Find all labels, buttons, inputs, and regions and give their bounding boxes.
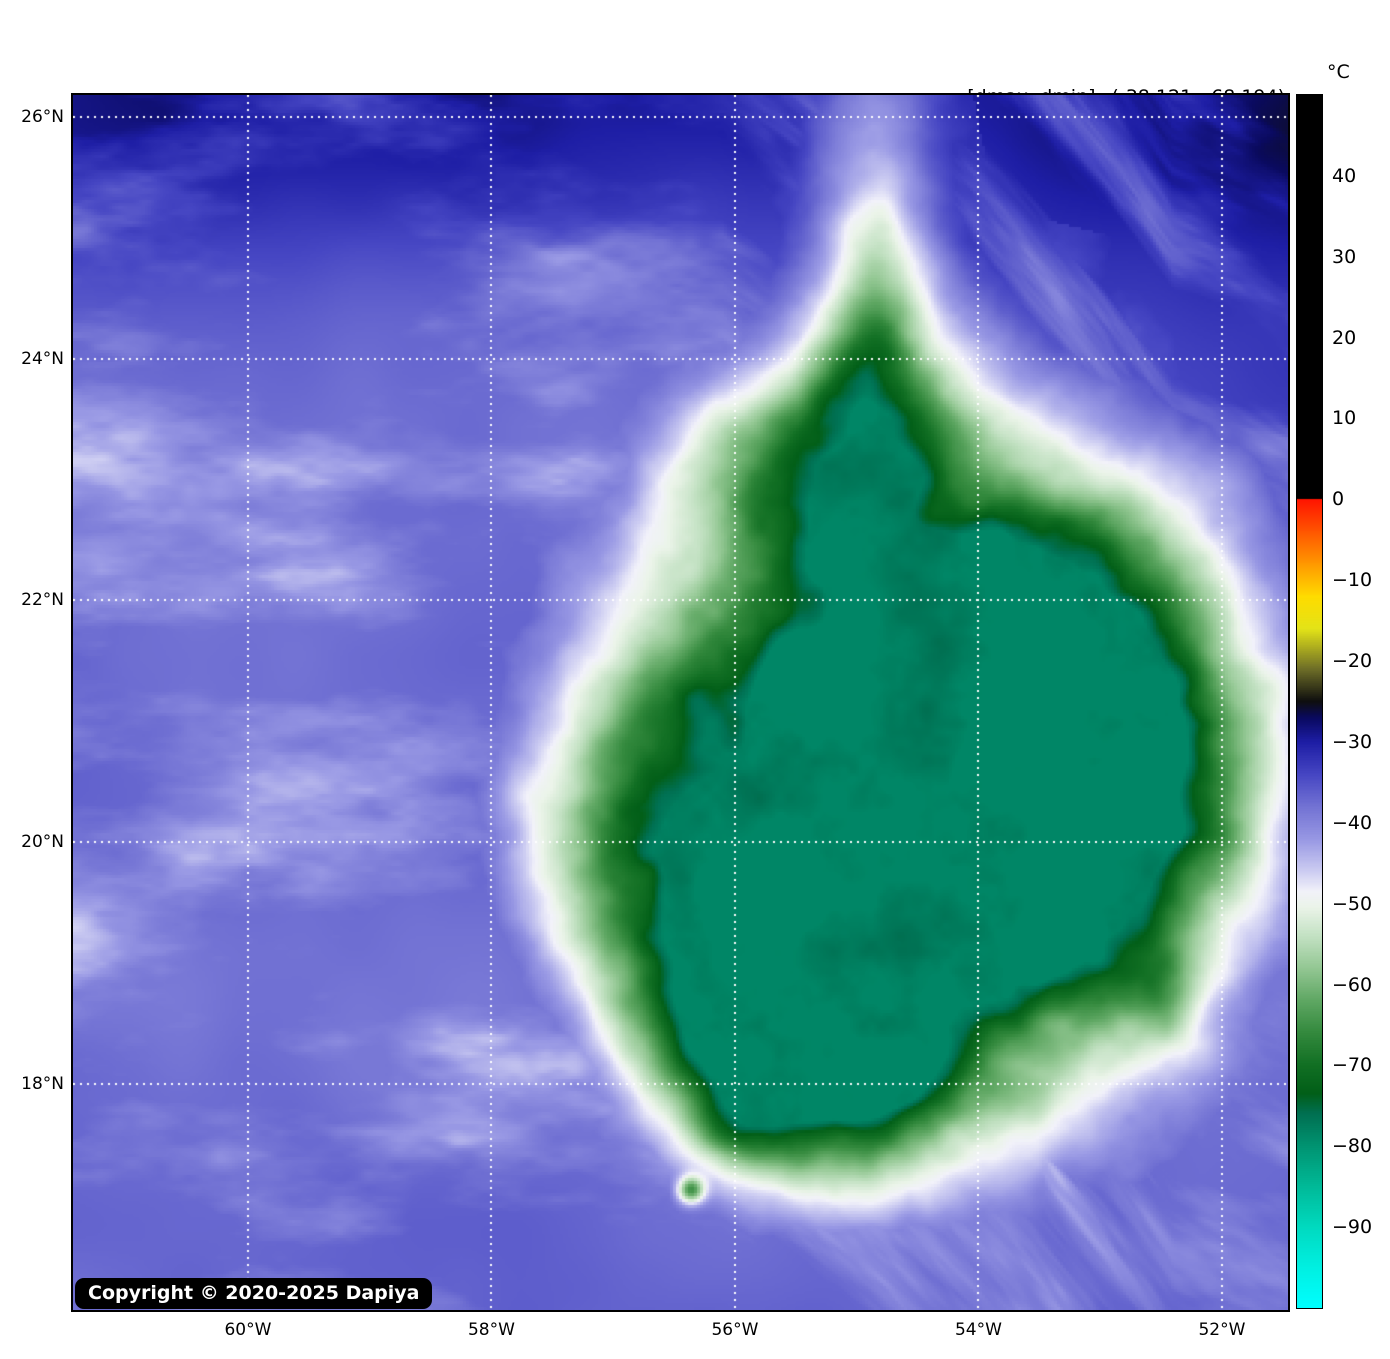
lon-tick-label: 58°W: [467, 1320, 515, 1340]
colorbar-tick-label: 40: [1332, 164, 1357, 187]
colorbar-tick-label: −10: [1332, 569, 1373, 592]
colorbar-tick-label: −80: [1332, 1135, 1373, 1158]
lon-tick-label: 56°W: [711, 1320, 759, 1340]
colorbar-tick-label: 10: [1332, 407, 1357, 430]
lat-tick-label: 24°N: [21, 348, 64, 369]
colorbar-tick-label: −30: [1332, 730, 1373, 753]
satellite-image-canvas: [73, 95, 1288, 1310]
colorbar: [1296, 94, 1323, 1309]
colorbar-tick-label: −20: [1332, 650, 1373, 673]
lat-tick-label: 26°N: [21, 106, 64, 127]
lat-tick-label: 20°N: [21, 832, 64, 853]
lat-tick-label: 22°N: [21, 590, 64, 611]
colorbar-tick-label: −90: [1332, 1216, 1373, 1239]
colorbar-tick-label: −40: [1332, 811, 1373, 834]
colorbar-tick-label: −50: [1332, 892, 1373, 915]
lat-tick-label: 18°N: [21, 1073, 64, 1094]
colorbar-tick-label: 30: [1332, 245, 1357, 268]
colorbar-tick-label: 0: [1332, 488, 1345, 511]
colorbar-tick-label: −60: [1332, 973, 1373, 996]
lon-tick-label: 54°W: [954, 1320, 1002, 1340]
colorbar-unit-label: °C: [1327, 61, 1350, 83]
colorbar-tick-label: −70: [1332, 1054, 1373, 1077]
satellite-map: Copyright © 2020-2025 Dapiya: [71, 93, 1290, 1312]
lon-tick-label: 52°W: [1198, 1320, 1246, 1340]
colorbar-gradient-canvas: [1297, 95, 1322, 1308]
colorbar-tick-label: 20: [1332, 326, 1357, 349]
copyright-badge: Copyright © 2020-2025 Dapiya: [75, 1278, 433, 1309]
lon-tick-label: 60°W: [224, 1320, 272, 1340]
